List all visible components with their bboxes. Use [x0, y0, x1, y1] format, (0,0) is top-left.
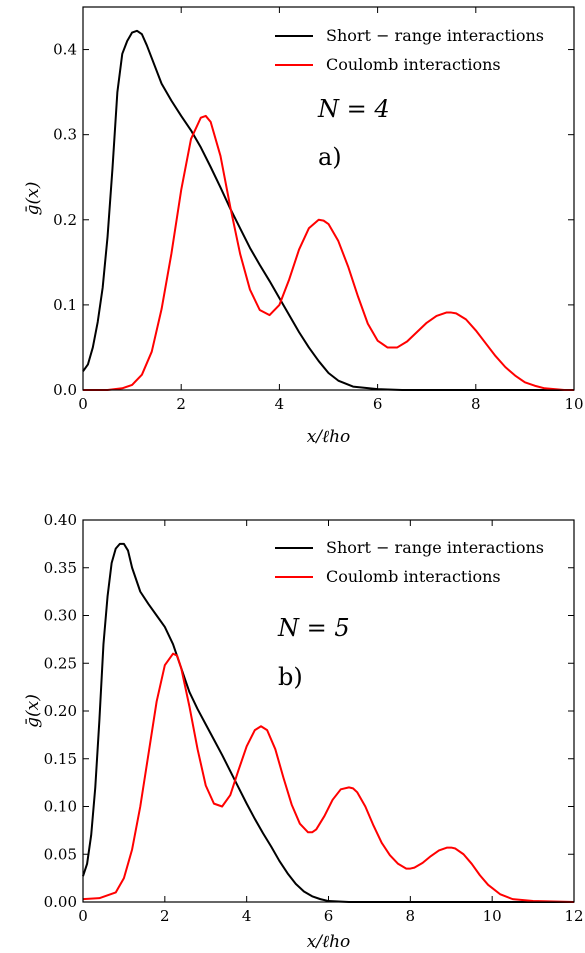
legend-label: Short − range interactions	[326, 26, 544, 45]
x-tick-label: 8	[471, 395, 481, 413]
x-tick-label: 6	[324, 907, 334, 925]
y-tick-label: 0.2	[53, 211, 77, 229]
legend-label: Short − range interactions	[326, 538, 544, 557]
y-tick-label: 0.20	[44, 702, 77, 720]
panel-label: b)	[278, 663, 303, 691]
y-tick-label: 0.0	[53, 381, 77, 399]
y-axis-label: ḡ(x)	[23, 694, 43, 728]
y-tick-label: 0.15	[44, 750, 77, 768]
coulomb-line	[82, 652, 575, 903]
x-tick-label: 2	[160, 907, 170, 925]
y-tick-label: 0.25	[44, 654, 77, 672]
x-tick-label: 6	[373, 395, 383, 413]
x-tick-label: 8	[406, 907, 416, 925]
y-tick-label: 0.3	[53, 126, 77, 144]
coulomb-line	[83, 114, 574, 391]
x-tick-label: 10	[564, 395, 583, 413]
y-tick-label: 0.05	[44, 845, 77, 863]
annotation-n: N = 5	[277, 614, 350, 642]
x-axis-label: x/ℓho	[307, 427, 351, 447]
panel-a: 0 2 4 6 8 10 0.0 0.1 0.2 0.3 0.4 x/ℓho ḡ(x) Short − r…	[23, 6, 584, 447]
y-tick-label: 0.00	[44, 893, 77, 911]
short-range-line	[82, 29, 574, 391]
y-tick-label: 0.30	[44, 607, 77, 625]
y-tick-label: 0.35	[44, 559, 77, 577]
x-tick-label: 12	[564, 907, 583, 925]
annotation-n: N = 4	[317, 95, 390, 123]
y-tick-label: 0.40	[44, 511, 77, 529]
x-tick-label: 10	[483, 907, 502, 925]
y-tick-label: 0.1	[53, 296, 77, 314]
x-tick-label: 4	[242, 907, 252, 925]
x-tick-label: 0	[78, 395, 88, 413]
short-range-line	[82, 542, 574, 903]
x-axis-label: x/ℓho	[307, 932, 351, 952]
y-axis-label: ḡ(x)	[23, 182, 43, 216]
axes-frame	[82, 6, 575, 391]
x-tick-label: 0	[78, 907, 88, 925]
panel-b: 0 2 4 6 8 10 12 0.00 0.05 0.10 0.15 0.20 0.25 0.30 0.3…	[23, 511, 584, 952]
panel-label: a)	[318, 143, 342, 171]
x-tick-label: 2	[176, 395, 186, 413]
y-tick-label: 0.4	[53, 41, 77, 59]
legend-label: Coulomb interactions	[326, 567, 501, 586]
x-tick-label: 4	[275, 395, 285, 413]
y-tick-label: 0.10	[44, 798, 77, 816]
legend-label: Coulomb interactions	[326, 55, 501, 74]
